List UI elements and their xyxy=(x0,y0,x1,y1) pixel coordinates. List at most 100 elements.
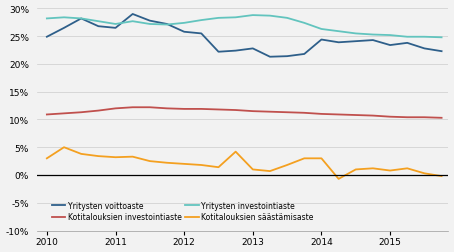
Kotitalouksien investointiaste xyxy=(44,113,49,116)
Kotitalouksien investointiaste xyxy=(370,115,375,118)
Yritysten voittoaste xyxy=(439,50,444,53)
Kotitalouksien investointiaste xyxy=(284,111,290,114)
Kotitalouksien investointiaste xyxy=(96,110,101,113)
Yritysten investointiaste xyxy=(336,30,341,34)
Kotitalouksien säästämisaste xyxy=(130,155,135,159)
Line: Kotitalouksien investointiaste: Kotitalouksien investointiaste xyxy=(47,108,442,118)
Kotitalouksien säästämisaste xyxy=(164,162,170,165)
Yritysten voittoaste xyxy=(113,27,118,30)
Kotitalouksien investointiaste xyxy=(130,106,135,109)
Yritysten voittoaste xyxy=(216,51,221,54)
Line: Yritysten investointiaste: Yritysten investointiaste xyxy=(47,16,442,38)
Yritysten investointiaste xyxy=(250,15,256,18)
Kotitalouksien investointiaste xyxy=(319,113,324,116)
Yritysten investointiaste xyxy=(113,23,118,26)
Kotitalouksien säästämisaste xyxy=(44,157,49,160)
Kotitalouksien investointiaste xyxy=(405,116,410,119)
Kotitalouksien säästämisaste xyxy=(147,160,153,163)
Yritysten investointiaste xyxy=(44,18,49,21)
Kotitalouksien investointiaste xyxy=(216,109,221,112)
Yritysten investointiaste xyxy=(422,36,427,39)
Kotitalouksien investointiaste xyxy=(233,109,238,112)
Line: Yritysten voittoaste: Yritysten voittoaste xyxy=(47,15,442,57)
Kotitalouksien investointiaste xyxy=(267,111,273,114)
Yritysten investointiaste xyxy=(267,15,273,18)
Kotitalouksien säästämisaste xyxy=(301,157,307,160)
Yritysten voittoaste xyxy=(336,42,341,45)
Kotitalouksien säästämisaste xyxy=(250,168,256,171)
Kotitalouksien säästämisaste xyxy=(198,164,204,167)
Yritysten investointiaste xyxy=(353,33,359,36)
Kotitalouksien investointiaste xyxy=(353,114,359,117)
Yritysten voittoaste xyxy=(301,53,307,56)
Yritysten voittoaste xyxy=(164,23,170,26)
Kotitalouksien säästämisaste xyxy=(96,155,101,158)
Kotitalouksien säästämisaste xyxy=(267,170,273,173)
Yritysten voittoaste xyxy=(130,13,135,16)
Yritysten investointiaste xyxy=(405,36,410,39)
Yritysten voittoaste xyxy=(353,41,359,44)
Yritysten voittoaste xyxy=(284,55,290,58)
Yritysten investointiaste xyxy=(79,18,84,21)
Yritysten investointiaste xyxy=(130,21,135,24)
Yritysten investointiaste xyxy=(147,23,153,26)
Yritysten voittoaste xyxy=(370,39,375,42)
Kotitalouksien säästämisaste xyxy=(387,169,393,172)
Yritysten investointiaste xyxy=(301,22,307,25)
Kotitalouksien investointiaste xyxy=(113,107,118,110)
Yritysten voittoaste xyxy=(267,56,273,59)
Kotitalouksien investointiaste xyxy=(439,117,444,120)
Yritysten investointiaste xyxy=(164,24,170,27)
Line: Kotitalouksien säästämisaste: Kotitalouksien säästämisaste xyxy=(47,148,442,179)
Yritysten voittoaste xyxy=(250,48,256,51)
Kotitalouksien investointiaste xyxy=(147,106,153,109)
Kotitalouksien investointiaste xyxy=(61,112,67,115)
Yritysten voittoaste xyxy=(405,42,410,45)
Kotitalouksien säästämisaste xyxy=(319,157,324,160)
Yritysten investointiaste xyxy=(370,34,375,37)
Yritysten investointiaste xyxy=(182,22,187,25)
Kotitalouksien säästämisaste xyxy=(336,178,341,181)
Kotitalouksien säästämisaste xyxy=(61,146,67,149)
Kotitalouksien investointiaste xyxy=(182,108,187,111)
Yritysten voittoaste xyxy=(147,20,153,23)
Kotitalouksien säästämisaste xyxy=(79,153,84,156)
Yritysten investointiaste xyxy=(319,28,324,31)
Kotitalouksien investointiaste xyxy=(301,112,307,115)
Kotitalouksien säästämisaste xyxy=(439,175,444,178)
Kotitalouksien investointiaste xyxy=(387,116,393,119)
Yritysten investointiaste xyxy=(284,17,290,20)
Kotitalouksien säästämisaste xyxy=(405,167,410,170)
Yritysten investointiaste xyxy=(216,17,221,20)
Yritysten voittoaste xyxy=(96,25,101,28)
Yritysten voittoaste xyxy=(61,27,67,30)
Yritysten voittoaste xyxy=(79,18,84,21)
Yritysten investointiaste xyxy=(387,35,393,38)
Kotitalouksien investointiaste xyxy=(79,111,84,114)
Yritysten investointiaste xyxy=(61,17,67,20)
Kotitalouksien säästämisaste xyxy=(182,163,187,166)
Yritysten voittoaste xyxy=(198,33,204,36)
Kotitalouksien säästämisaste xyxy=(370,167,375,170)
Kotitalouksien säästämisaste xyxy=(233,150,238,153)
Kotitalouksien investointiaste xyxy=(336,113,341,116)
Yritysten voittoaste xyxy=(182,31,187,34)
Kotitalouksien investointiaste xyxy=(422,116,427,119)
Yritysten investointiaste xyxy=(198,19,204,22)
Kotitalouksien säästämisaste xyxy=(353,168,359,171)
Yritysten investointiaste xyxy=(96,21,101,24)
Kotitalouksien säästämisaste xyxy=(422,172,427,175)
Kotitalouksien investointiaste xyxy=(250,110,256,113)
Yritysten voittoaste xyxy=(233,50,238,53)
Yritysten voittoaste xyxy=(387,44,393,47)
Yritysten voittoaste xyxy=(422,48,427,51)
Kotitalouksien investointiaste xyxy=(198,108,204,111)
Legend: Yritysten voittoaste, Kotitalouksien investointiaste, Yritysten investointiaste,: Yritysten voittoaste, Kotitalouksien inv… xyxy=(49,198,317,225)
Yritysten investointiaste xyxy=(439,37,444,40)
Kotitalouksien säästämisaste xyxy=(113,156,118,159)
Kotitalouksien investointiaste xyxy=(164,107,170,110)
Yritysten investointiaste xyxy=(233,17,238,20)
Yritysten voittoaste xyxy=(319,39,324,42)
Kotitalouksien säästämisaste xyxy=(284,164,290,167)
Kotitalouksien säästämisaste xyxy=(216,166,221,169)
